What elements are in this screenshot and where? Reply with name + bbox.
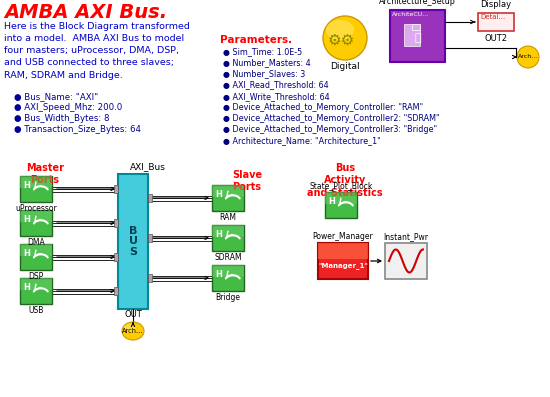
- Bar: [390, 10, 445, 62]
- Text: OUT: OUT: [124, 310, 142, 319]
- Bar: [148, 234, 152, 242]
- Text: uProcessor: uProcessor: [15, 204, 57, 213]
- Text: H: H: [215, 230, 222, 239]
- Bar: [118, 174, 148, 309]
- Text: ● Sim_Time: 1.0E-5: ● Sim_Time: 1.0E-5: [223, 47, 303, 56]
- Text: H: H: [215, 191, 222, 199]
- Text: H: H: [215, 270, 222, 279]
- Text: ● AXI_Write_Threshold: 64: ● AXI_Write_Threshold: 64: [223, 92, 329, 101]
- Text: Instant_Pwr: Instant_Pwr: [383, 232, 428, 241]
- Text: Power_Manager: Power_Manager: [312, 232, 373, 241]
- Bar: [148, 194, 152, 202]
- Text: ● Number_Masters: 4: ● Number_Masters: 4: [223, 58, 311, 67]
- Text: Bus
Activity
and Statistics: Bus Activity and Statistics: [307, 163, 383, 198]
- Bar: [385, 243, 427, 279]
- Bar: [20, 244, 52, 270]
- Ellipse shape: [326, 20, 354, 40]
- Text: ● AXI_Speed_Mhz: 200.0: ● AXI_Speed_Mhz: 200.0: [14, 103, 122, 112]
- Text: ● AXI_Read_Threshold: 64: ● AXI_Read_Threshold: 64: [223, 81, 329, 90]
- Bar: [148, 274, 152, 282]
- Text: Display: Display: [481, 0, 512, 9]
- Bar: [20, 278, 52, 304]
- Bar: [212, 265, 244, 291]
- Bar: [325, 192, 357, 218]
- Text: H: H: [328, 197, 335, 206]
- Text: ArchiteCU...: ArchiteCU...: [392, 12, 429, 17]
- Text: ● Transaction_Size_Bytes: 64: ● Transaction_Size_Bytes: 64: [14, 125, 141, 134]
- Text: Here is the Block Diagram transformed
into a model.  AMBA AXI Bus to model
four : Here is the Block Diagram transformed in…: [4, 22, 190, 80]
- Bar: [318, 243, 368, 259]
- Bar: [20, 176, 52, 202]
- Bar: [404, 24, 420, 46]
- Text: 📄: 📄: [415, 33, 421, 43]
- Ellipse shape: [124, 324, 136, 332]
- Text: ● Device_Attached_to_Memory_Controller: "RAM": ● Device_Attached_to_Memory_Controller: …: [223, 103, 423, 112]
- Text: ● Architecture_Name: "Architecture_1": ● Architecture_Name: "Architecture_1": [223, 137, 381, 146]
- Text: H: H: [23, 216, 30, 224]
- Text: Master
Ports: Master Ports: [26, 163, 64, 185]
- Text: Bridge: Bridge: [216, 293, 240, 302]
- Bar: [325, 192, 357, 204]
- Ellipse shape: [517, 46, 539, 68]
- Text: RAM: RAM: [219, 213, 236, 222]
- Bar: [478, 13, 514, 31]
- Text: Arch...: Arch...: [122, 328, 144, 334]
- Text: AMBA AXI Bus.: AMBA AXI Bus.: [4, 3, 167, 22]
- Ellipse shape: [122, 322, 144, 340]
- Text: "Manager_1": "Manager_1": [318, 262, 368, 270]
- Bar: [212, 265, 244, 277]
- Bar: [114, 287, 118, 295]
- Text: Parameters.: Parameters.: [220, 35, 292, 45]
- Text: H: H: [23, 283, 30, 292]
- Text: DMA: DMA: [27, 238, 45, 247]
- Text: State_Plot_Block: State_Plot_Block: [309, 181, 373, 190]
- Text: AXI_Bus: AXI_Bus: [130, 162, 166, 171]
- Bar: [212, 225, 244, 251]
- Bar: [20, 278, 52, 290]
- Ellipse shape: [323, 16, 367, 60]
- Text: H: H: [23, 181, 30, 191]
- Text: OUT2: OUT2: [485, 34, 508, 43]
- Text: DSP: DSP: [29, 272, 43, 281]
- Bar: [20, 210, 52, 236]
- Bar: [20, 210, 52, 222]
- Text: ● Device_Attached_to_Memory_Controller2: "SDRAM": ● Device_Attached_to_Memory_Controller2:…: [223, 114, 439, 123]
- Text: B
U
S: B U S: [129, 226, 138, 257]
- Text: Detai...: Detai...: [480, 14, 505, 20]
- Text: ● Device_Attached_to_Memory_Controller3: "Bridge": ● Device_Attached_to_Memory_Controller3:…: [223, 125, 437, 135]
- Text: USB: USB: [28, 306, 43, 315]
- Text: ⚙⚙: ⚙⚙: [327, 33, 355, 48]
- Bar: [318, 243, 368, 279]
- Text: Slave
Ports: Slave Ports: [232, 170, 262, 193]
- Bar: [114, 219, 118, 227]
- Text: SDRAM: SDRAM: [214, 253, 242, 262]
- Bar: [212, 185, 244, 211]
- Text: Digital: Digital: [330, 62, 360, 71]
- Text: ● Bus_Width_Bytes: 8: ● Bus_Width_Bytes: 8: [14, 114, 109, 123]
- Text: ● Number_Slaves: 3: ● Number_Slaves: 3: [223, 69, 305, 78]
- Bar: [212, 225, 244, 237]
- Bar: [114, 185, 118, 193]
- Text: ● Bus_Name: "AXI": ● Bus_Name: "AXI": [14, 92, 98, 101]
- Bar: [114, 253, 118, 261]
- Bar: [20, 244, 52, 256]
- Bar: [20, 176, 52, 188]
- Text: Architecture_Setup: Architecture_Setup: [379, 0, 456, 6]
- Bar: [412, 24, 420, 30]
- Text: H: H: [23, 249, 30, 258]
- Text: Arch...: Arch...: [518, 54, 538, 60]
- Bar: [212, 185, 244, 197]
